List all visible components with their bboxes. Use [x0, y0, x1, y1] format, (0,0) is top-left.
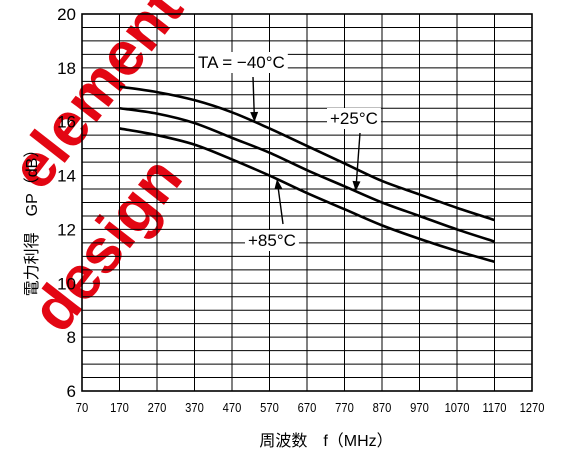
annotation-arrowhead: [274, 179, 283, 190]
annotation-bg: [245, 230, 299, 251]
y-tick-label: 8: [67, 328, 76, 347]
plot-frame: [81, 13, 533, 392]
x-tick-label: 870: [373, 400, 392, 415]
y-tick-label: 20: [57, 5, 76, 24]
y-tick-label: 10: [57, 274, 76, 293]
x-tick-label: 170: [110, 400, 129, 415]
annotation-bg: [327, 108, 381, 129]
x-tick-label: 70: [76, 400, 89, 415]
x-tick-label: 1270: [520, 400, 545, 415]
y-tick-label: 16: [57, 113, 76, 132]
annotation-label: +85°C: [248, 231, 296, 250]
x-tick-label: 370: [185, 400, 204, 415]
x-tick-label: 270: [148, 400, 167, 415]
x-tick-label: 770: [335, 400, 354, 415]
y-tick-label: 6: [67, 382, 76, 401]
y-tick-label: 14: [57, 167, 76, 186]
x-axis-label: 周波数 f（MHz）: [259, 432, 392, 450]
x-tick-label: 470: [223, 400, 242, 415]
series-line-1: [119, 85, 495, 222]
x-tick-label: 1170: [482, 400, 506, 415]
x-tick-label: 670: [298, 400, 317, 415]
y-axis-label: 電力利得 GP（dB）: [23, 142, 41, 297]
series-line-2: [119, 106, 495, 243]
annotation-arrowhead: [352, 180, 361, 192]
annotation-label: TA = −40°C: [198, 53, 285, 72]
tick-labels: 6 8 10 12 14 16 18 20 70 170 270 370 470 570 670 770 870…: [57, 5, 545, 415]
x-tick-label: 570: [260, 400, 279, 415]
y-tick-label: 18: [57, 59, 76, 78]
annotation-arrowhead: [250, 111, 259, 122]
annotation-bg: [195, 52, 288, 73]
annotation-label: +25°C: [330, 109, 378, 128]
annotations: TA = −40°C +25°C +85°C: [195, 52, 381, 251]
series-group: [119, 85, 495, 263]
x-tick-label: 1070: [445, 400, 470, 415]
series-line-3: [119, 127, 495, 263]
x-tick-label: 970: [410, 400, 429, 415]
y-tick-label: 12: [57, 220, 76, 239]
